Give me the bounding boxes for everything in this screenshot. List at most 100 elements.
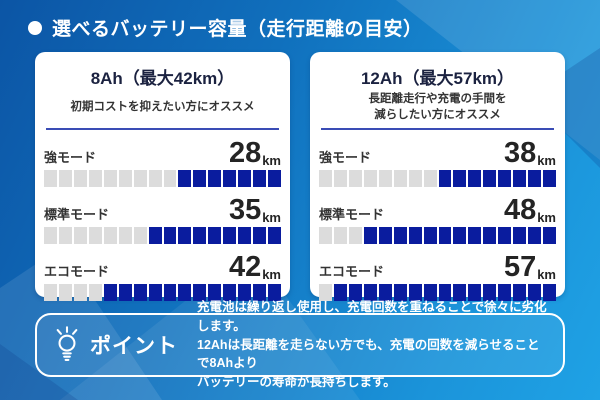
bar-segment-empty — [148, 170, 162, 187]
distance-bar — [44, 170, 281, 187]
bullet-circle-icon — [28, 20, 42, 35]
card-subtitle-8ah: 初期コストを抑えたい方にオススメ — [44, 91, 281, 125]
bar-segment-filled — [528, 227, 542, 244]
point-text: 充電池は繰り返し使用し、充電回数を重ねることで徐々に劣化します。 12Ahは長距… — [197, 298, 547, 392]
bar-segment-empty — [133, 170, 147, 187]
bar-segment-filled — [468, 284, 482, 301]
battery-card-8ah: 8Ah（最大42km） 初期コストを抑えたい方にオススメ 強モード 28 km 標… — [35, 52, 290, 301]
point-text-line: 12Ahは長距離を走らない方でも、充電の回数を減らせることで8Ahより — [197, 337, 540, 371]
mode-label: 強モード — [319, 150, 372, 165]
distance-value: 42 km — [229, 253, 281, 282]
mode-row-eco: エコモード 42 km — [44, 251, 281, 301]
bar-segment-filled — [543, 227, 556, 244]
mode-row-head: エコモード 57 km — [319, 251, 556, 282]
mode-label: 標準モード — [44, 207, 110, 222]
bar-segment-filled — [223, 284, 237, 301]
bar-segment-empty — [378, 170, 392, 187]
distance-value: 38 km — [504, 139, 556, 168]
distance-unit: km — [537, 209, 556, 225]
bar-segment-filled — [268, 170, 281, 187]
distance-number: 28 — [228, 137, 262, 170]
bar-segment-empty — [44, 170, 57, 187]
bar-segment-empty — [88, 227, 102, 244]
bar-segment-filled — [238, 284, 252, 301]
mode-row-head: 強モード 28 km — [44, 137, 281, 168]
distance-bar — [319, 284, 556, 301]
bar-segment-empty — [319, 170, 332, 187]
bar-segment-filled — [483, 170, 497, 187]
distance-unit: km — [262, 266, 281, 282]
bar-segment-filled — [468, 227, 482, 244]
bar-segment-filled — [408, 284, 422, 301]
bar-segment-filled — [438, 284, 452, 301]
bar-segment-filled — [378, 284, 392, 301]
point-callout: ポイント 充電池は繰り返し使用し、充電回数を重ねることで徐々に劣化します。 12… — [35, 300, 565, 389]
distance-number: 48 — [503, 194, 537, 227]
distance-unit: km — [537, 266, 556, 282]
card-divider — [46, 128, 279, 130]
card-divider — [321, 128, 554, 130]
bar-segment-filled — [513, 170, 527, 187]
point-label-group: ポイント — [53, 326, 187, 364]
bar-segment-filled — [148, 284, 162, 301]
mode-label: エコモード — [319, 264, 385, 279]
bar-segment-filled — [148, 227, 162, 244]
bar-segment-filled — [118, 284, 132, 301]
bar-segment-filled — [253, 227, 267, 244]
bar-segment-filled — [453, 284, 467, 301]
bar-segment-filled — [178, 170, 192, 187]
bar-segment-filled — [268, 284, 281, 301]
bar-segment-filled — [483, 227, 497, 244]
bar-segment-filled — [483, 284, 497, 301]
bar-segment-filled — [193, 284, 207, 301]
point-label: ポイント — [90, 335, 178, 358]
header: 選べるバッテリー容量（走行距離の目安） — [28, 14, 423, 41]
distance-value: 57 km — [504, 253, 556, 282]
bar-segment-empty — [103, 227, 117, 244]
bar-segment-empty — [58, 170, 72, 187]
bar-segment-empty — [88, 170, 102, 187]
bar-segment-filled — [208, 170, 222, 187]
card-title-8ah: 8Ah（最大42km） — [90, 69, 235, 88]
distance-bar — [319, 227, 556, 244]
bar-segment-filled — [253, 284, 267, 301]
bar-segment-empty — [73, 227, 87, 244]
bar-segment-filled — [178, 227, 192, 244]
card-subtitle-12ah: 長距離走行や充電の手間を 減らしたい方にオススメ — [319, 91, 556, 125]
distance-unit: km — [537, 152, 556, 168]
bar-segment-empty — [423, 170, 437, 187]
bar-segment-filled — [363, 284, 377, 301]
distance-unit: km — [262, 152, 281, 168]
bar-segment-filled — [268, 227, 281, 244]
card-subtitle-line: 初期コストを抑えたい方にオススメ — [70, 101, 255, 114]
distance-unit: km — [262, 209, 281, 225]
mode-row-standard: 標準モード 35 km — [44, 194, 281, 244]
bar-segment-filled — [513, 227, 527, 244]
mode-row-head: エコモード 42 km — [44, 251, 281, 282]
bar-segment-filled — [438, 170, 452, 187]
bar-segment-empty — [348, 170, 362, 187]
distance-bar — [44, 284, 281, 301]
bar-segment-filled — [208, 227, 222, 244]
bar-segment-filled — [393, 284, 407, 301]
bar-segment-filled — [193, 227, 207, 244]
card-title-12ah: 12Ah（最大57km） — [360, 69, 515, 88]
bar-segment-filled — [408, 227, 422, 244]
bar-segment-filled — [238, 170, 252, 187]
point-text-line: 充電池は繰り返し使用し、充電回数を重ねることで徐々に劣化します。 — [197, 300, 547, 333]
bar-segment-filled — [333, 284, 347, 301]
bar-segment-empty — [118, 170, 132, 187]
mode-row-eco: エコモード 57 km — [319, 251, 556, 301]
bar-segment-filled — [453, 227, 467, 244]
bar-segment-filled — [178, 284, 192, 301]
mode-row-standard: 標準モード 48 km — [319, 194, 556, 244]
mode-row-strong: 強モード 38 km — [319, 137, 556, 187]
mode-label: 標準モード — [319, 207, 385, 222]
mode-row-head: 強モード 38 km — [319, 137, 556, 168]
bar-segment-filled — [423, 284, 437, 301]
bar-segment-filled — [498, 284, 512, 301]
point-text-line: バッテリーの寿命が長持ちします。 — [197, 375, 396, 390]
bar-segment-filled — [253, 170, 267, 187]
mode-row-strong: 強モード 28 km — [44, 137, 281, 187]
